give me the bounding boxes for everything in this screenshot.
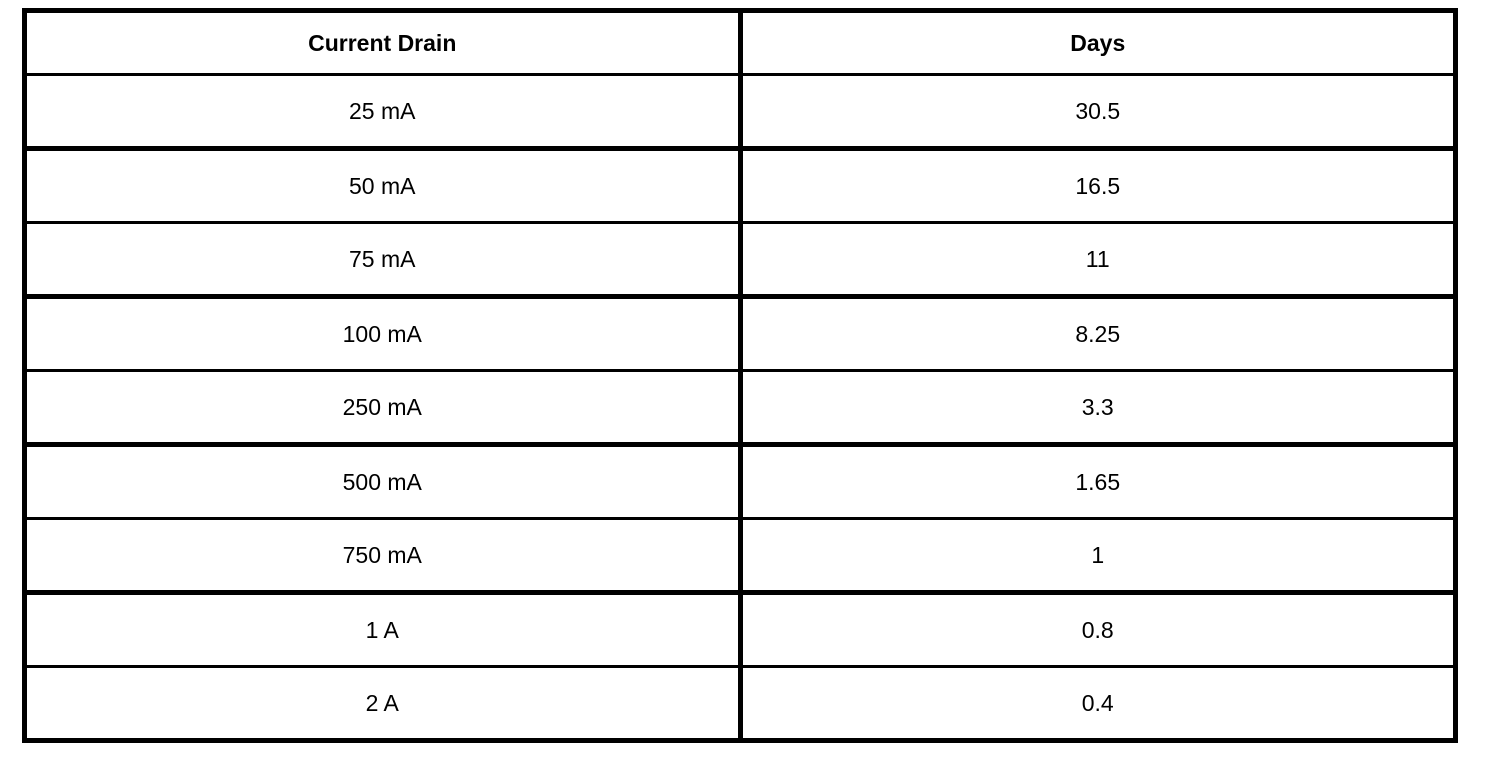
current-drain-cell: 500 mA bbox=[24, 442, 743, 519]
current-drain-cell: 750 mA bbox=[24, 517, 743, 593]
days-cell: 30.5 bbox=[740, 73, 1456, 149]
table-row: 50 mA 16.5 bbox=[24, 146, 1456, 223]
days-cell: 0.8 bbox=[740, 590, 1456, 667]
header-row: Current Drain Days bbox=[24, 10, 1456, 76]
current-drain-cell: 2 A bbox=[24, 665, 743, 741]
days-cell: 16.5 bbox=[740, 146, 1456, 223]
current-drain-cell: 100 mA bbox=[24, 294, 743, 371]
current-drain-cell: 75 mA bbox=[24, 221, 743, 297]
days-cell: 0.4 bbox=[740, 665, 1456, 741]
table-row: 25 mA 30.5 bbox=[24, 73, 1456, 149]
current-drain-cell: 50 mA bbox=[24, 146, 743, 223]
days-cell: 1 bbox=[740, 517, 1456, 593]
current-drain-cell: 250 mA bbox=[24, 369, 743, 445]
current-drain-cell: 25 mA bbox=[24, 73, 743, 149]
table-row: 100 mA 8.25 bbox=[24, 294, 1456, 371]
table-row: 1 A 0.8 bbox=[24, 590, 1456, 667]
column-header-days: Days bbox=[740, 10, 1456, 76]
table-row: 750 mA 1 bbox=[24, 517, 1456, 593]
table-row: 2 A 0.4 bbox=[24, 665, 1456, 741]
table-row: 75 mA 11 bbox=[24, 221, 1456, 297]
days-cell: 3.3 bbox=[740, 369, 1456, 445]
days-cell: 8.25 bbox=[740, 294, 1456, 371]
days-cell: 11 bbox=[740, 221, 1456, 297]
current-drain-days-table: Current Drain Days 25 mA 30.5 50 mA 16.5… bbox=[22, 8, 1458, 743]
column-header-current-drain: Current Drain bbox=[24, 10, 743, 76]
current-drain-cell: 1 A bbox=[24, 590, 743, 667]
table-row: 500 mA 1.65 bbox=[24, 442, 1456, 519]
days-cell: 1.65 bbox=[740, 442, 1456, 519]
table-row: 250 mA 3.3 bbox=[24, 369, 1456, 445]
